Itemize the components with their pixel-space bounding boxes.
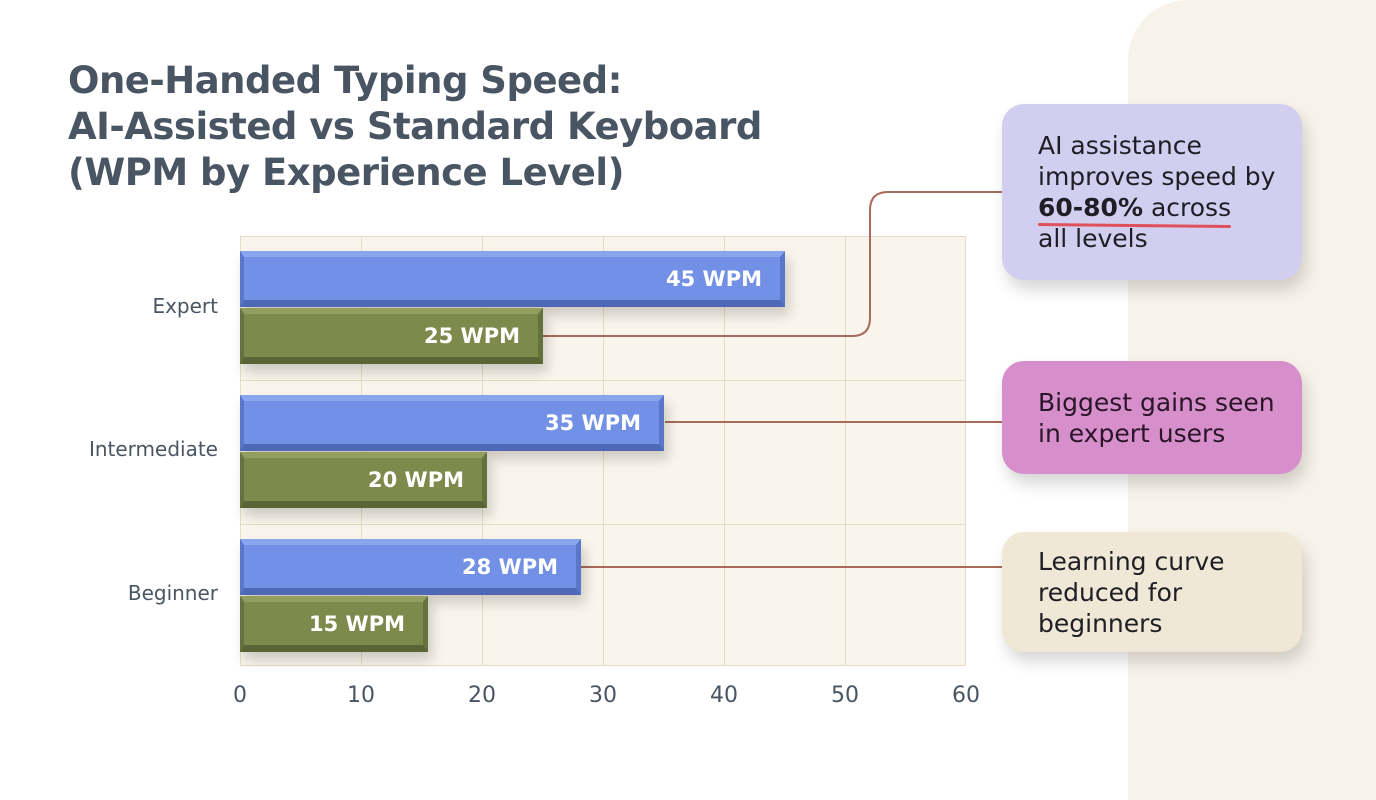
note-line: Learning curve [1038, 546, 1225, 576]
bar-value-label: 25 WPM [424, 323, 520, 348]
note-line: improves speed by [1038, 162, 1276, 191]
x-tick-30: 30 [589, 683, 617, 708]
annotation-note-expert-gains: Biggest gains seen in expert users [1002, 361, 1302, 474]
gridline-x-30 [603, 237, 604, 665]
x-tick-40: 40 [710, 683, 738, 708]
note-line: beginners [1038, 608, 1163, 638]
annotation-note-ai-improvement: AI assistance improves speed by 60-80% a… [1002, 104, 1302, 280]
note-text: across [1143, 193, 1232, 222]
bar-expert-ai-assisted: 45 WPM [240, 251, 785, 307]
note-line: reduced for [1038, 577, 1183, 607]
bar-intermediate-ai-assisted: 35 WPM [240, 395, 664, 451]
bar-beginner-standard: 15 WPM [240, 596, 428, 652]
category-label-intermediate: Intermediate [88, 437, 218, 461]
gridline-separator-2 [241, 524, 965, 525]
gridline-x-50 [845, 237, 846, 665]
x-tick-60: 60 [952, 683, 980, 708]
underline-highlight: 60-80% across [1038, 192, 1231, 223]
bar-value-label: 20 WPM [368, 467, 464, 492]
category-label-expert: Expert [152, 294, 218, 318]
gridline-separator-1 [241, 380, 965, 381]
bar-beginner-ai-assisted: 28 WPM [240, 539, 581, 595]
title-line-3: (WPM by Experience Level) [68, 151, 624, 194]
note-line-highlight: 60-80% across [1038, 192, 1278, 223]
x-tick-20: 20 [468, 683, 496, 708]
gridline-x-20 [482, 237, 483, 665]
note-line: in expert users [1038, 418, 1226, 448]
bar-intermediate-standard: 20 WPM [240, 452, 487, 508]
bar-value-label: 45 WPM [666, 266, 762, 291]
connector-note-1 [543, 191, 1004, 337]
bar-value-label: 28 WPM [462, 554, 558, 579]
annotation-note-learning-curve: Learning curve reduced for beginners [1002, 532, 1302, 652]
chart-title: One-Handed Typing Speed: AI-Assisted vs … [68, 58, 762, 196]
note-line: AI assistance [1038, 131, 1202, 160]
bar-value-label: 35 WPM [545, 410, 641, 435]
note-line: Biggest gains seen [1038, 387, 1275, 417]
title-line-1: One-Handed Typing Speed: [68, 59, 622, 102]
category-label-beginner: Beginner [127, 581, 218, 605]
x-tick-10: 10 [347, 683, 375, 708]
title-line-2: AI-Assisted vs Standard Keyboard [68, 105, 762, 148]
x-tick-0: 0 [233, 683, 247, 708]
bar-value-label: 15 WPM [309, 611, 405, 636]
gridline-x-40 [724, 237, 725, 665]
note-line: all levels [1038, 224, 1148, 253]
x-tick-50: 50 [831, 683, 859, 708]
annotation-connectors [543, 191, 1004, 568]
highlight-percentage: 60-80% [1038, 193, 1144, 222]
bar-expert-standard: 25 WPM [240, 308, 543, 364]
gridline-x-10 [361, 237, 362, 665]
